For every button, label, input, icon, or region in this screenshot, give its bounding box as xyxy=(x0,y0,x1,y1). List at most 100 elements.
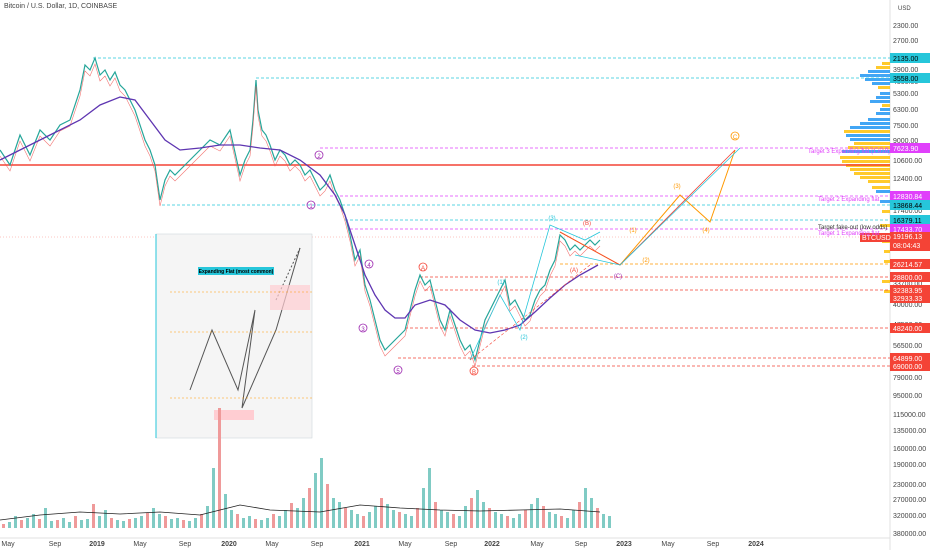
price-level-tag xyxy=(890,53,930,63)
time-tick-label: May xyxy=(661,541,675,548)
projection-orange xyxy=(559,149,736,266)
wave-circle xyxy=(469,366,479,376)
time-tick-label: 2022 xyxy=(484,541,500,548)
volume-profile-bar xyxy=(860,176,890,179)
price-tick-label: 5300.00 xyxy=(893,91,918,98)
volume-profile-bar xyxy=(870,100,890,103)
time-axis-bg xyxy=(0,538,890,550)
price-tick-label: 115000.00 xyxy=(893,412,926,419)
wave-circle xyxy=(730,131,740,141)
volume-bar xyxy=(314,473,317,528)
volume-bar xyxy=(284,510,287,528)
price-tick-label: 56500.00 xyxy=(893,343,922,350)
price-level-label: 3558.00 xyxy=(893,76,918,83)
wave-label: (2) xyxy=(642,258,649,264)
inset-zigzag xyxy=(189,247,301,409)
price-level-tag xyxy=(890,272,930,282)
price-tick-label: 12400.00 xyxy=(893,176,922,183)
volume-profile-bar xyxy=(860,74,890,77)
volume-bar xyxy=(530,504,533,528)
price-level-tag xyxy=(890,285,930,295)
volume-bar xyxy=(230,510,233,528)
price-tick-label: 160000.00 xyxy=(893,446,926,453)
volume-profile-bar xyxy=(842,160,890,163)
volume-bar xyxy=(104,510,107,528)
price-level-tag xyxy=(890,353,930,363)
volume-bar xyxy=(512,518,515,528)
volume-bar xyxy=(278,516,281,528)
wave-label: 1 xyxy=(309,204,313,210)
volume-bar xyxy=(488,508,491,528)
volume-bar xyxy=(440,510,443,528)
volume-bar xyxy=(254,519,257,528)
volume-bar xyxy=(134,518,137,528)
volume-bar xyxy=(560,516,563,528)
price-level-label: 16379.11 xyxy=(893,218,922,225)
volume-bar xyxy=(14,516,17,528)
volume-bar xyxy=(524,510,527,528)
wave-circle xyxy=(418,262,428,272)
volume-profile-bar xyxy=(840,156,890,159)
price-tick-label: 33700.00 xyxy=(893,281,922,288)
price-tick-label: 40000.00 xyxy=(893,302,922,309)
volume-bar xyxy=(206,506,209,528)
volume-profile-bar xyxy=(844,130,890,133)
volume-bar xyxy=(248,516,251,528)
volume-bar xyxy=(434,502,437,528)
volume-bar xyxy=(266,518,269,528)
volume-bar xyxy=(242,518,245,528)
wave-label: (4) xyxy=(702,228,709,234)
price-level-tag xyxy=(890,323,930,333)
volume-bar xyxy=(368,512,371,528)
volume-bar xyxy=(416,508,419,528)
volume-bar xyxy=(56,520,59,528)
time-tick-label: Sep xyxy=(575,541,588,548)
price-level-label: 69000.00 xyxy=(893,364,922,371)
price-tick-label: 6300.00 xyxy=(893,107,918,114)
price-level-tag xyxy=(890,215,930,225)
volume-bar xyxy=(584,488,587,528)
wave-circle xyxy=(314,150,324,160)
volume-bar xyxy=(26,518,29,528)
volume-bar xyxy=(218,408,221,528)
volume-bar xyxy=(44,508,47,528)
price-level-tag xyxy=(890,293,930,303)
wave-circle xyxy=(364,259,374,269)
volume-bar xyxy=(62,518,65,528)
wave-label: 2 xyxy=(317,154,321,160)
time-tick-label: 2024 xyxy=(748,541,764,548)
target-label: Target 2 Expanding flat xyxy=(818,197,880,203)
price-tick-label: 320000.00 xyxy=(893,513,926,520)
volume-bar xyxy=(338,502,341,528)
volume-profile-bar xyxy=(868,180,890,183)
price-level-tag xyxy=(890,259,930,269)
volume-profile-bar xyxy=(876,112,890,115)
volume-bar xyxy=(428,468,431,528)
volume-profile-bar xyxy=(868,70,890,73)
volume-profile-bar xyxy=(850,168,890,171)
inset-panel xyxy=(155,233,313,439)
price-level-tag xyxy=(890,200,930,210)
volume-bar xyxy=(182,520,185,528)
volume-profile-bar xyxy=(880,224,890,227)
volume-bar xyxy=(506,516,509,528)
volume-bar xyxy=(92,504,95,528)
volume-bar xyxy=(356,514,359,528)
volume-bar xyxy=(272,514,275,528)
volume-profile-bar xyxy=(872,186,890,189)
wave-label: (3) xyxy=(673,184,680,190)
volume-bar xyxy=(536,498,539,528)
price-level-label: 48240.00 xyxy=(893,326,922,333)
volume-bar xyxy=(188,521,191,528)
price-tick-label: 9000.00 xyxy=(893,138,918,145)
volume-profile-bar xyxy=(872,82,890,85)
price-tick-label: 2300.00 xyxy=(893,23,918,30)
inset-title-bg xyxy=(198,267,274,275)
volume-bar xyxy=(128,519,131,528)
volume-profile-bar xyxy=(882,62,890,65)
volume-bar xyxy=(596,508,599,528)
volume-profile-bar xyxy=(884,290,890,293)
volume-bar xyxy=(200,514,203,528)
volume-profile-bar xyxy=(882,280,890,283)
